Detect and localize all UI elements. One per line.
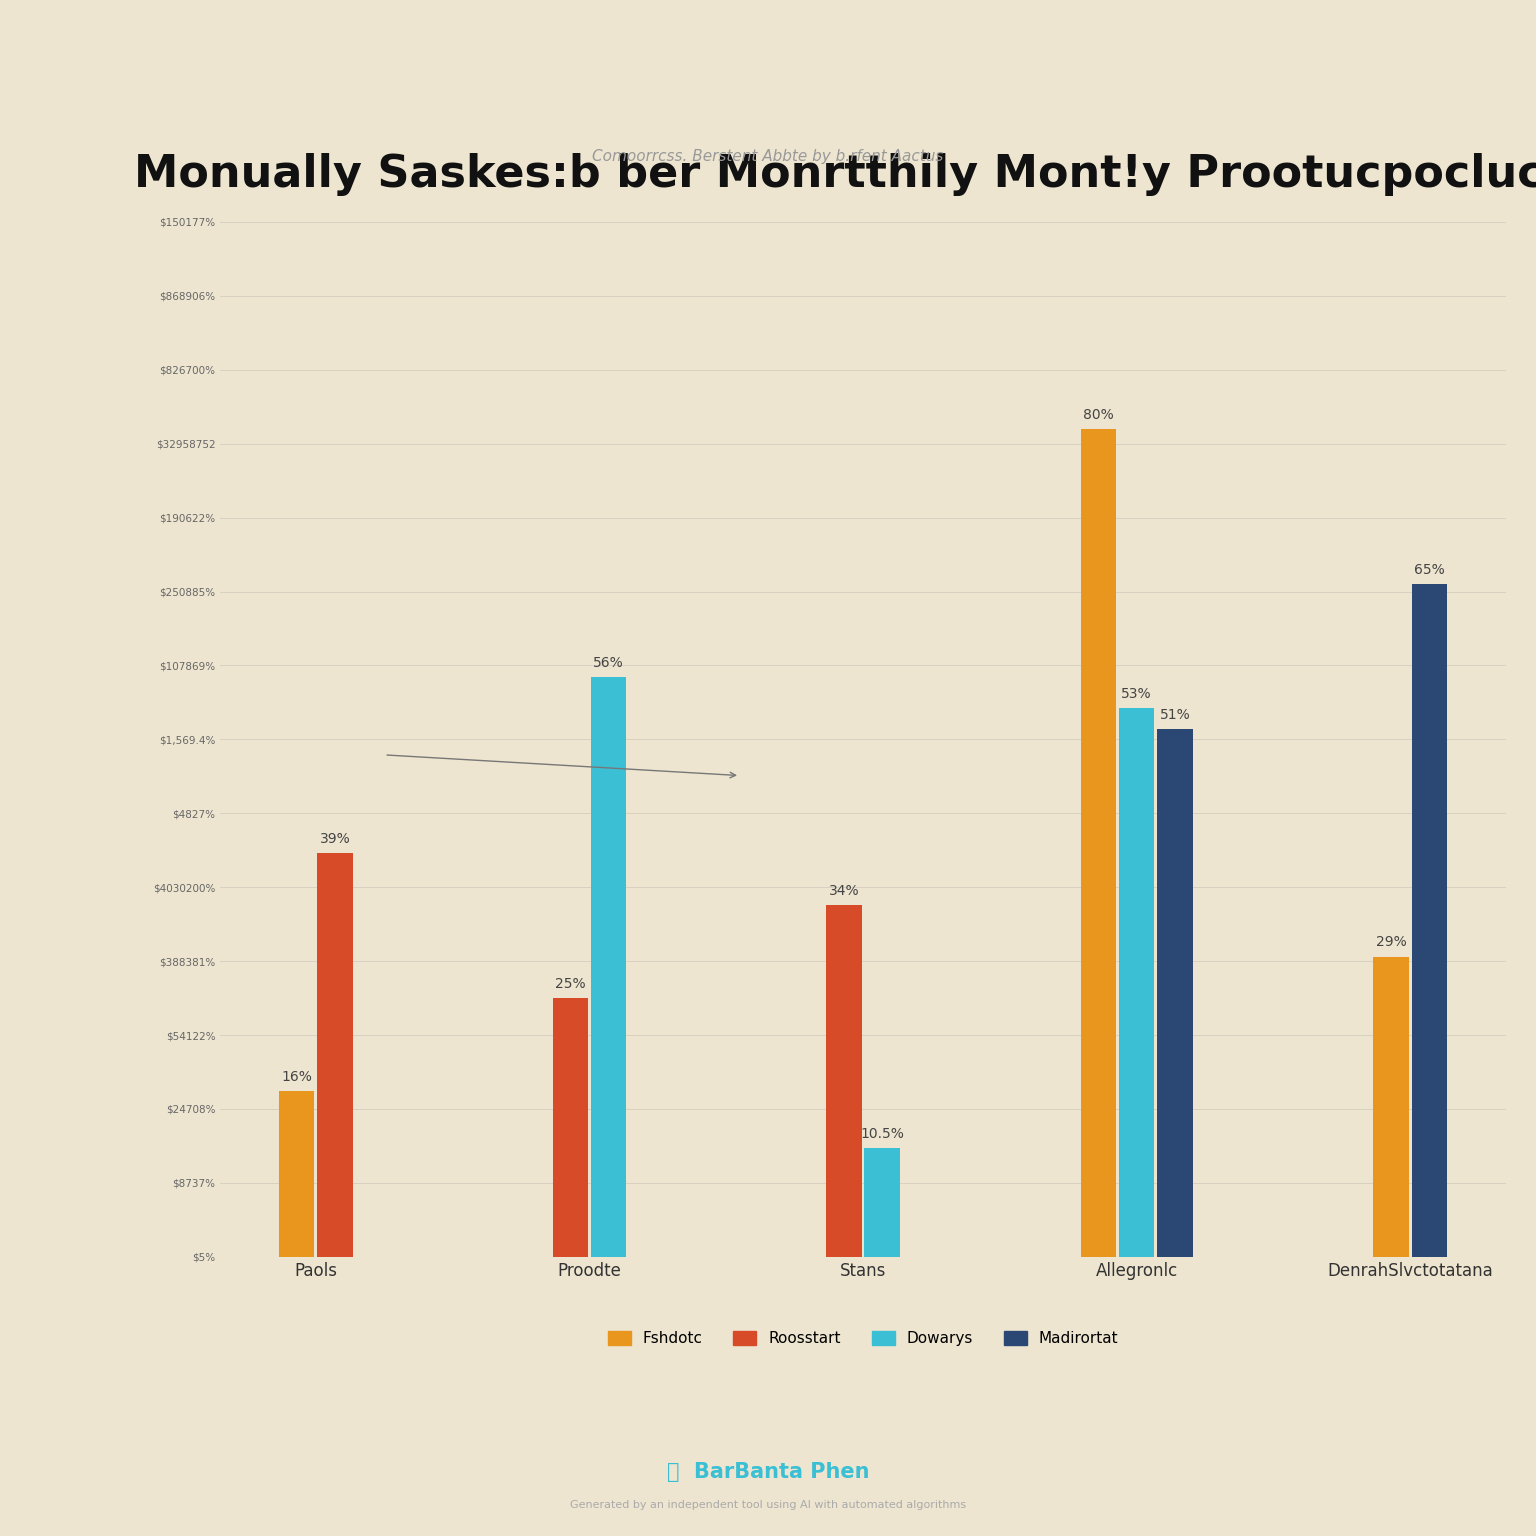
Bar [318, 852, 353, 1256]
Bar [1157, 730, 1193, 1256]
Bar [1081, 429, 1117, 1256]
Text: 16%: 16% [281, 1071, 312, 1084]
Bar [1373, 957, 1409, 1256]
Bar [1412, 584, 1447, 1256]
Legend: Fshdotc, Roosstart, Dowarys, Madirortat: Fshdotc, Roosstart, Dowarys, Madirortat [602, 1326, 1124, 1353]
Text: 56%: 56% [593, 656, 624, 670]
Bar [1118, 708, 1155, 1256]
Text: 29%: 29% [1376, 935, 1407, 949]
Text: Ⓢ  BarBanta Phen: Ⓢ BarBanta Phen [667, 1462, 869, 1482]
Text: 34%: 34% [828, 883, 859, 897]
Text: 39%: 39% [319, 833, 350, 846]
Text: 53%: 53% [1121, 687, 1152, 700]
Text: 80%: 80% [1083, 407, 1114, 422]
Text: Generated by an independent tool using AI with automated algorithms: Generated by an independent tool using A… [570, 1501, 966, 1510]
Bar [591, 677, 627, 1256]
Text: 10.5%: 10.5% [860, 1127, 905, 1141]
Title: Monually Saskes:b ber Monrtthily Mont!y Prootucpoclucst: Monually Saskes:b ber Monrtthily Mont!y … [134, 154, 1536, 197]
Bar [280, 1091, 315, 1256]
Bar [865, 1147, 900, 1256]
Bar [553, 998, 588, 1256]
Text: Comoorrcss. Berstent Abbte by b.rfent Aactus: Comoorrcss. Berstent Abbte by b.rfent Aa… [593, 149, 943, 164]
Text: 65%: 65% [1415, 562, 1445, 578]
Bar [826, 905, 862, 1256]
Text: 25%: 25% [554, 977, 585, 991]
Text: 51%: 51% [1160, 708, 1190, 722]
